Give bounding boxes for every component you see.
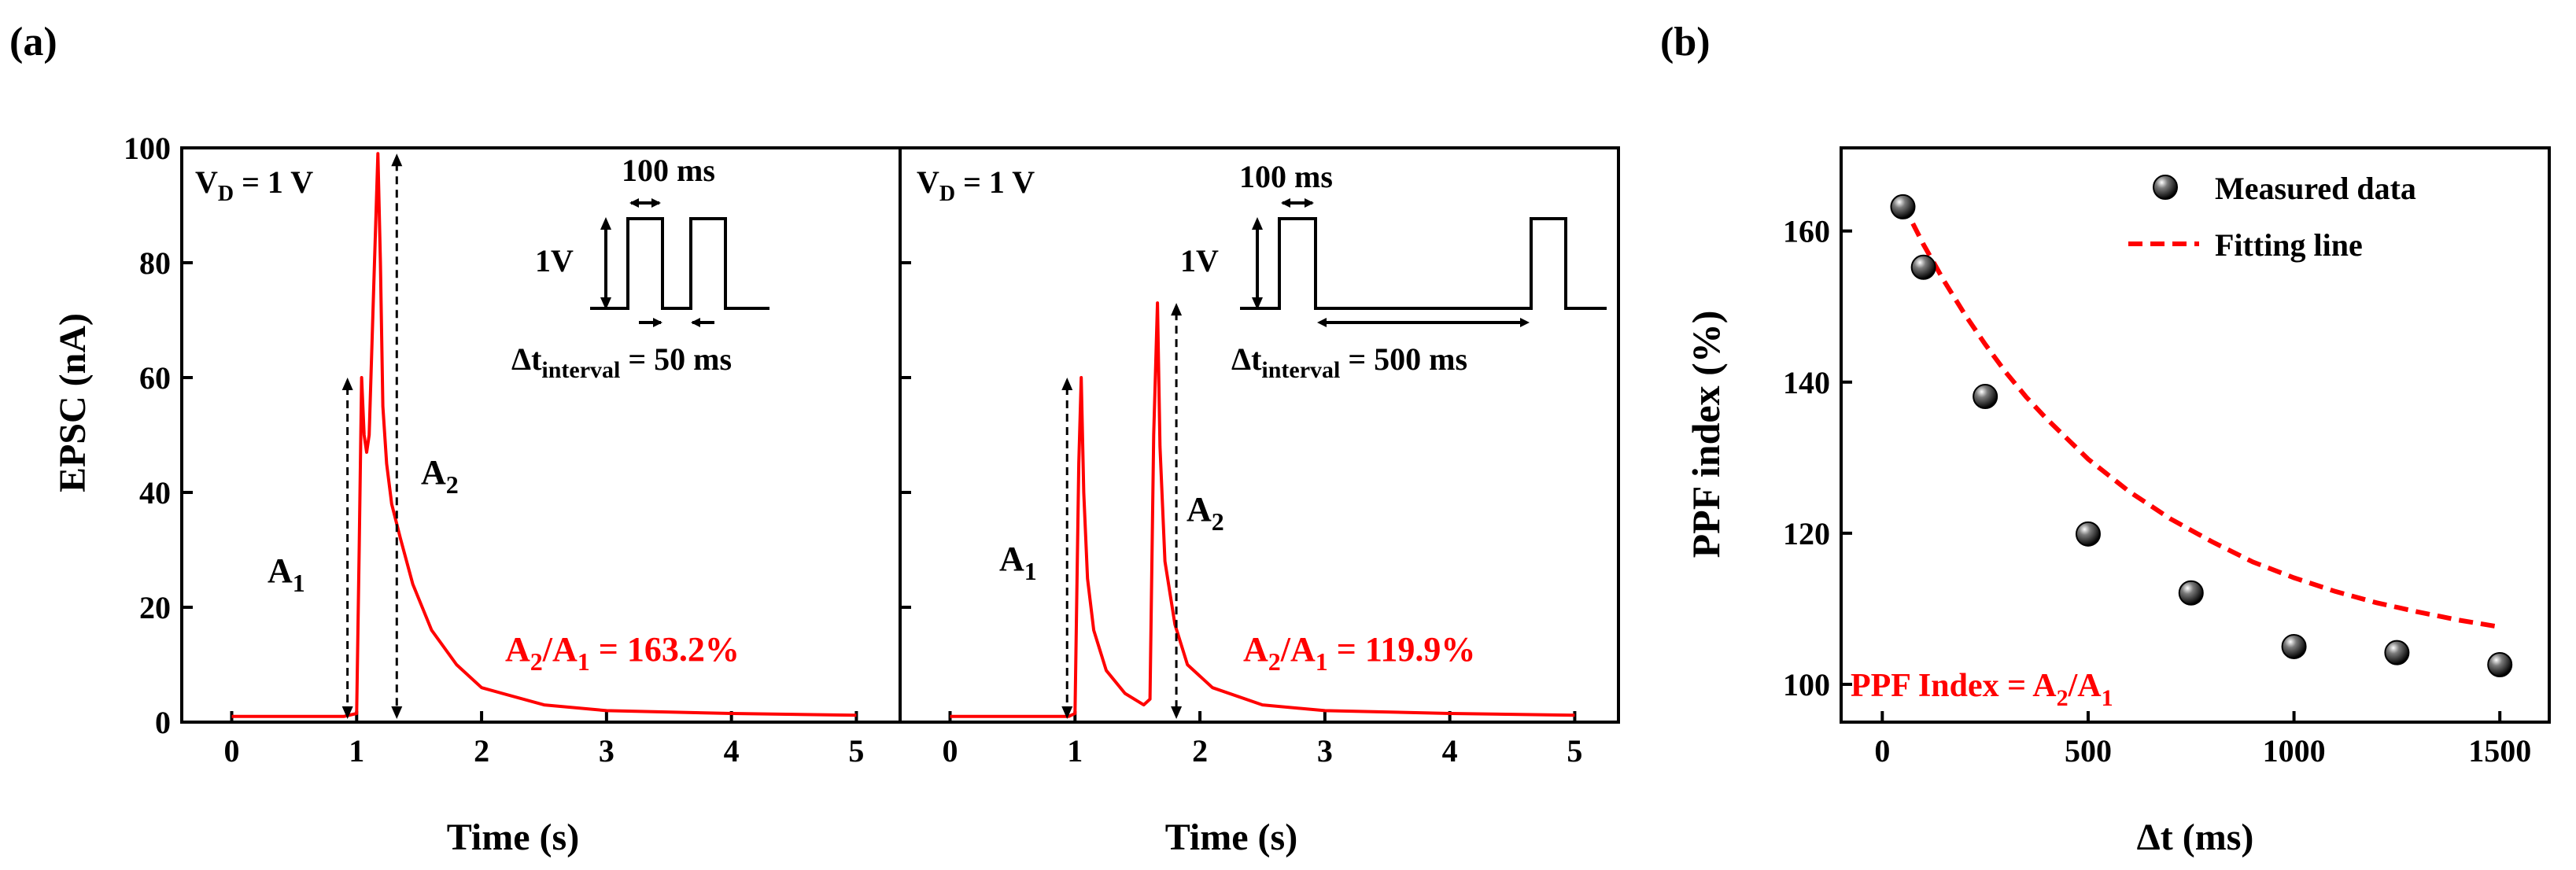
arrowhead (1305, 198, 1314, 208)
ratio-label-a-left: A2/A1 = 163.2% (505, 630, 740, 676)
ppf-formula-b: PPF Index = A2/A1 (1851, 668, 2113, 711)
x-tick-label: 2 (474, 733, 489, 769)
x-tick-label: 1000 (2263, 733, 2326, 769)
arrowhead (391, 153, 403, 167)
pulse-width-label-a-right: 100 ms (1239, 159, 1333, 194)
plot-frame-a-right (899, 146, 1620, 724)
x-axis-label-a-right: Time (s) (1165, 817, 1297, 858)
x-tick-label: 500 (2065, 733, 2112, 769)
pulse-width-label-a-left: 100 ms (622, 153, 715, 188)
x-tick-label: 1500 (2468, 733, 2531, 769)
epsc-trace-a-left (231, 152, 857, 718)
arrowhead (1317, 318, 1327, 327)
fitting-line-b (1900, 202, 2500, 629)
arrowhead (653, 318, 662, 327)
vd-label-a-left: VD = 1 V (195, 164, 313, 206)
arrowhead (1252, 297, 1263, 310)
data-point (1973, 384, 1998, 410)
data-point (2281, 633, 2307, 659)
legend-label-fit: Fitting line (2215, 227, 2363, 263)
y-tick-label: 160 (1783, 214, 1830, 249)
chart-b: PPF index (%) Δt (ms) 0 500 1000 1500 100 120… (1684, 146, 2551, 858)
legend-label-measured: Measured data (2215, 171, 2416, 206)
y-axis-label-a: EPSC (nA) (52, 313, 94, 492)
x-tick-label: 4 (1442, 733, 1458, 769)
arrowhead (1281, 198, 1290, 208)
arrowhead (1520, 318, 1530, 327)
y-axis-label-b: PPF index (%) (1684, 311, 1728, 558)
chart-a-right: Time (s) 0 1 2 3 4 5 VD = 1 V 100 ms 1V Δtint… (899, 146, 1620, 858)
y-tick-label: 60 (139, 360, 171, 396)
ticks-a-right: 0 1 2 3 4 5 (900, 146, 1582, 769)
amplitude-label-a-right: 1V (1180, 243, 1219, 278)
x-tick-label: 4 (724, 733, 740, 769)
x-tick-label: 1 (349, 733, 364, 769)
a2-label-a-left: A2 (421, 453, 459, 499)
y-tick-label: 40 (139, 475, 171, 511)
x-tick-label: 0 (943, 733, 958, 769)
x-tick-label: 2 (1192, 733, 1208, 769)
x-tick-label: 5 (848, 733, 864, 769)
pulse-schematic-a-left (590, 217, 769, 310)
ticks-b: 0 500 1000 1500 100 120 140 160 (1783, 214, 2531, 769)
data-point (1910, 254, 1936, 280)
data-point (2178, 580, 2204, 606)
y-tick-label: 0 (155, 705, 171, 740)
x-tick-label: 0 (224, 733, 240, 769)
pulse-schematic-a-right (1240, 217, 1607, 310)
data-point (2487, 652, 2513, 677)
a1-label-a-right: A1 (999, 540, 1037, 585)
amplitude-label-a-left: 1V (535, 243, 574, 278)
arrowhead (600, 297, 611, 310)
legend-b: Measured data Fitting line (2128, 171, 2416, 263)
arrowhead (651, 198, 661, 208)
ticks-a-left: 0 1 2 3 4 5 0 20 40 60 80 100 (124, 131, 864, 769)
panel-label-b: (b) (1660, 20, 1711, 65)
plot-frame-a-left (180, 146, 902, 724)
x-tick-label: 0 (1874, 733, 1890, 769)
x-tick-label: 5 (1567, 733, 1582, 769)
y-tick-label: 100 (124, 131, 171, 166)
legend-marker-measured (2153, 175, 2178, 200)
x-tick-label: 3 (599, 733, 614, 769)
a1-label-a-left: A1 (268, 551, 305, 597)
arrowhead (1061, 706, 1073, 719)
plot-frame-b (1840, 146, 2551, 724)
ratio-label-a-right: A2/A1 = 119.9% (1243, 630, 1475, 676)
arrowhead (341, 378, 353, 390)
arrowhead (1171, 303, 1183, 316)
chart-a-left: EPSC (nA) Time (s) 0 1 2 3 4 5 0 20 40 60 80 100 VD… (52, 131, 902, 858)
data-point (1890, 194, 1916, 219)
x-axis-label-a-left: Time (s) (447, 817, 579, 858)
arrowhead (1171, 706, 1183, 719)
vd-label-a-right: VD = 1 V (917, 164, 1035, 206)
arrowhead (600, 217, 611, 230)
panel-label-a: (a) (9, 20, 57, 65)
arrowhead (341, 706, 353, 719)
interval-label-a-left: Δtinterval = 50 ms (511, 341, 732, 383)
arrowhead (391, 706, 403, 719)
y-tick-label: 100 (1783, 667, 1830, 702)
arrowhead (629, 198, 639, 208)
a2-label-a-right: A2 (1187, 490, 1224, 536)
data-point (2075, 521, 2101, 547)
y-tick-label: 140 (1783, 365, 1830, 400)
arrowhead (1252, 217, 1263, 230)
arrowhead (691, 318, 700, 327)
arrowhead (1061, 378, 1073, 390)
interval-label-a-right: Δtinterval = 500 ms (1231, 341, 1467, 383)
y-tick-label: 80 (139, 245, 171, 281)
measured-points-b (1890, 194, 2513, 677)
y-tick-label: 120 (1783, 516, 1830, 551)
x-tick-label: 3 (1317, 733, 1333, 769)
x-tick-label: 1 (1067, 733, 1083, 769)
x-axis-label-b: Δt (ms) (2137, 817, 2254, 858)
y-tick-label: 20 (139, 590, 171, 625)
data-point (2384, 640, 2410, 665)
epsc-trace-a-right (950, 301, 1575, 718)
